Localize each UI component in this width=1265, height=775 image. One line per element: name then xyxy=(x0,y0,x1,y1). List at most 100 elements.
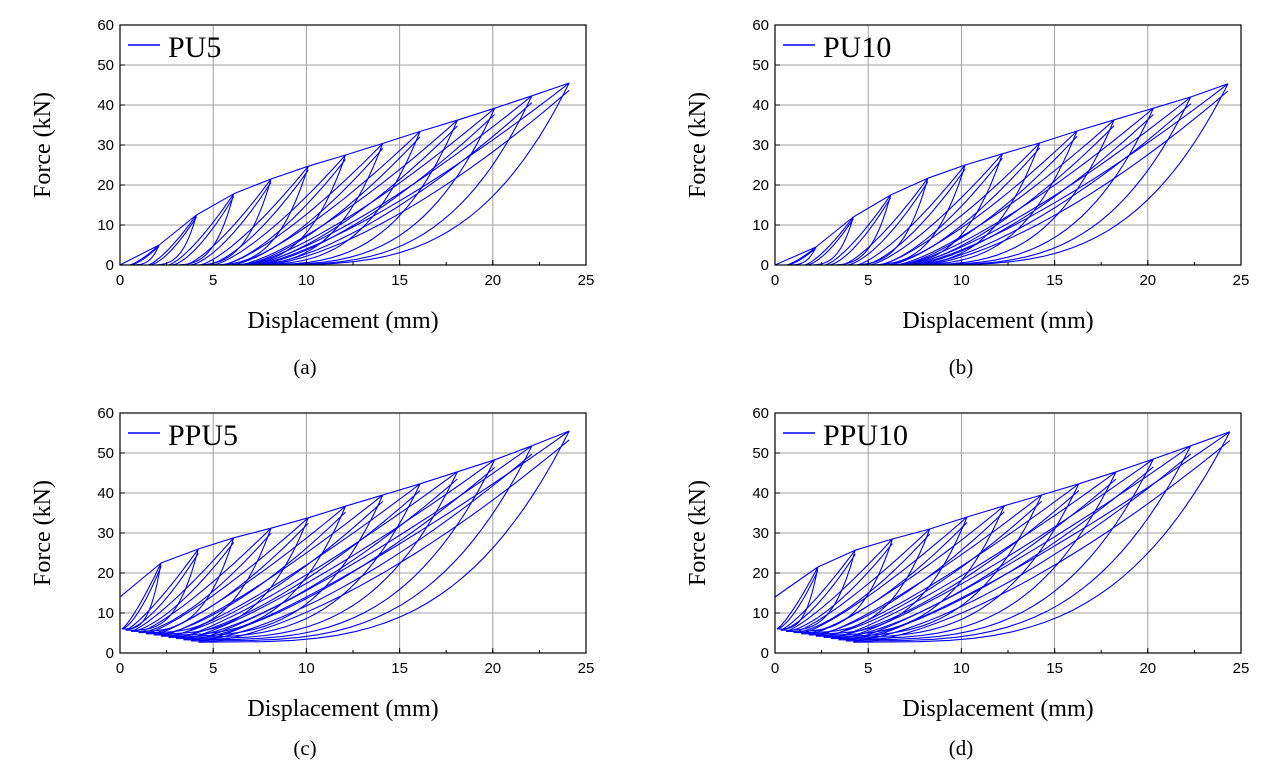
y-tick-label: 50 xyxy=(752,445,769,462)
loop-3 xyxy=(825,194,892,266)
series-PU5 xyxy=(119,82,570,266)
envelope-segment-2 xyxy=(158,214,197,246)
envelope-segment-7 xyxy=(1004,494,1042,507)
y-tick-label: 40 xyxy=(752,485,769,502)
x-tick-label: 10 xyxy=(298,272,315,289)
y-tick-label: 60 xyxy=(752,17,769,34)
envelope-segment-6 xyxy=(966,505,1005,518)
y-axis-title: Force (kN) xyxy=(30,480,56,586)
legend-label: PU10 xyxy=(823,31,891,64)
loop-4-reload xyxy=(140,532,272,634)
legend: PPU5 xyxy=(128,419,238,452)
loop-2-reload xyxy=(125,552,199,631)
loop-12-reload xyxy=(264,89,570,266)
y-tick-label: 50 xyxy=(97,445,114,462)
x-axis-title: Displacement (mm) xyxy=(902,308,1093,334)
x-axis: 0 5 10 15 20 25 xyxy=(116,260,595,289)
loop-1-reload xyxy=(787,247,817,266)
loop-4-reload xyxy=(847,181,929,266)
y-tick-label: 60 xyxy=(97,405,114,422)
loop-9-reload xyxy=(835,478,1117,640)
loop-11 xyxy=(250,95,533,266)
y-tick-label: 0 xyxy=(106,257,114,274)
y-axis: 0 10 20 30 40 50 60 xyxy=(97,405,125,662)
x-tick-label: 25 xyxy=(578,660,595,677)
series-PPU10 xyxy=(774,431,1231,643)
y-tick-label: 0 xyxy=(106,645,114,662)
loop-7-reload xyxy=(819,500,1042,637)
loop-10-reload xyxy=(911,114,1154,266)
loop-5-reload xyxy=(863,168,966,266)
loop-3-reload xyxy=(172,196,235,266)
envelope-segment-10 xyxy=(1115,458,1154,473)
y-tick-label: 10 xyxy=(752,217,769,234)
envelope-segment-4 xyxy=(233,527,272,539)
loop-11-reload xyxy=(196,453,533,642)
loop-11-reload xyxy=(260,102,533,266)
loop-12-reload xyxy=(204,439,570,643)
x-tick-label: 5 xyxy=(864,660,872,677)
legend-label: PU5 xyxy=(168,31,221,64)
y-tick-label: 20 xyxy=(97,565,114,582)
chart-a: 0 5 10 15 20 25 0 10 20 30 40 50 60 Displacement (mm)… xyxy=(30,17,595,334)
envelope-segment-5 xyxy=(270,165,309,180)
loop-4-reload xyxy=(795,533,931,634)
chart-b: 0 5 10 15 20 25 0 10 20 30 40 50 60 Displacement (mm)… xyxy=(685,17,1249,334)
envelope-segment-12 xyxy=(531,430,570,447)
envelope-segment-6 xyxy=(308,505,346,519)
y-tick-label: 20 xyxy=(752,177,769,194)
x-tick-label: 25 xyxy=(578,272,595,289)
envelope-segment-11 xyxy=(1153,96,1191,109)
loop-9-reload xyxy=(180,478,458,640)
loop-4 xyxy=(138,527,272,634)
envelope-segment-5 xyxy=(927,164,966,179)
loop-12 xyxy=(853,431,1231,643)
x-axis-title: Displacement (mm) xyxy=(247,696,438,722)
envelope-segment-11 xyxy=(494,95,533,109)
envelope-segment-4 xyxy=(890,177,929,196)
loop-5-reload xyxy=(206,169,309,266)
chart-panel-c: 0 5 10 15 20 25 0 10 20 30 40 50 60 Displacement (mm)… xyxy=(0,388,632,775)
x-tick-label: 20 xyxy=(1139,660,1156,677)
envelope-segment-6 xyxy=(964,153,1003,166)
x-tick-label: 15 xyxy=(1046,660,1063,677)
envelope-segment-1 xyxy=(119,562,162,598)
y-tick-label: 10 xyxy=(97,605,114,622)
x-tick-label: 15 xyxy=(391,660,408,677)
x-tick-label: 0 xyxy=(771,272,779,289)
loop-6 xyxy=(213,154,347,266)
x-axis-title: Displacement (mm) xyxy=(902,696,1093,722)
legend: PU10 xyxy=(783,31,891,64)
loop-6 xyxy=(869,153,1003,266)
x-axis: 0 5 10 15 20 25 xyxy=(771,260,1249,289)
envelope-segment-1 xyxy=(774,246,817,266)
loop-11-reload xyxy=(851,453,1192,642)
loop-7-reload xyxy=(164,500,384,637)
legend-label: PPU5 xyxy=(168,419,238,452)
x-axis-title: Displacement (mm) xyxy=(247,308,438,334)
loop-1-reload xyxy=(776,570,819,630)
envelope-segment-4 xyxy=(892,528,930,540)
envelope-segment-9 xyxy=(1078,471,1117,485)
chart-panel-d: 0 5 10 15 20 25 0 10 20 30 40 50 60 Displacement (mm)… xyxy=(655,388,1265,775)
x-tick-label: 25 xyxy=(1233,660,1250,677)
envelope-segment-7 xyxy=(345,494,383,507)
x-tick-label: 5 xyxy=(864,272,872,289)
envelope-segment-9 xyxy=(1076,119,1115,132)
x-tick-label: 10 xyxy=(298,660,315,677)
loop-2 xyxy=(780,549,856,631)
y-tick-label: 10 xyxy=(97,217,114,234)
y-tick-label: 40 xyxy=(97,97,114,114)
x-tick-label: 20 xyxy=(484,272,501,289)
loop-2-reload xyxy=(150,216,197,266)
envelope-segment-8 xyxy=(1041,483,1079,496)
envelope-segment-5 xyxy=(270,517,309,529)
legend: PPU10 xyxy=(783,419,908,452)
loop-2 xyxy=(147,214,197,266)
y-axis: 0 10 20 30 40 50 60 xyxy=(752,17,780,274)
loop-9 xyxy=(896,119,1115,266)
envelope-segment-1 xyxy=(119,244,160,266)
x-tick-label: 15 xyxy=(391,272,408,289)
x-tick-label: 15 xyxy=(1046,272,1063,289)
envelope-segment-10 xyxy=(1114,107,1154,121)
